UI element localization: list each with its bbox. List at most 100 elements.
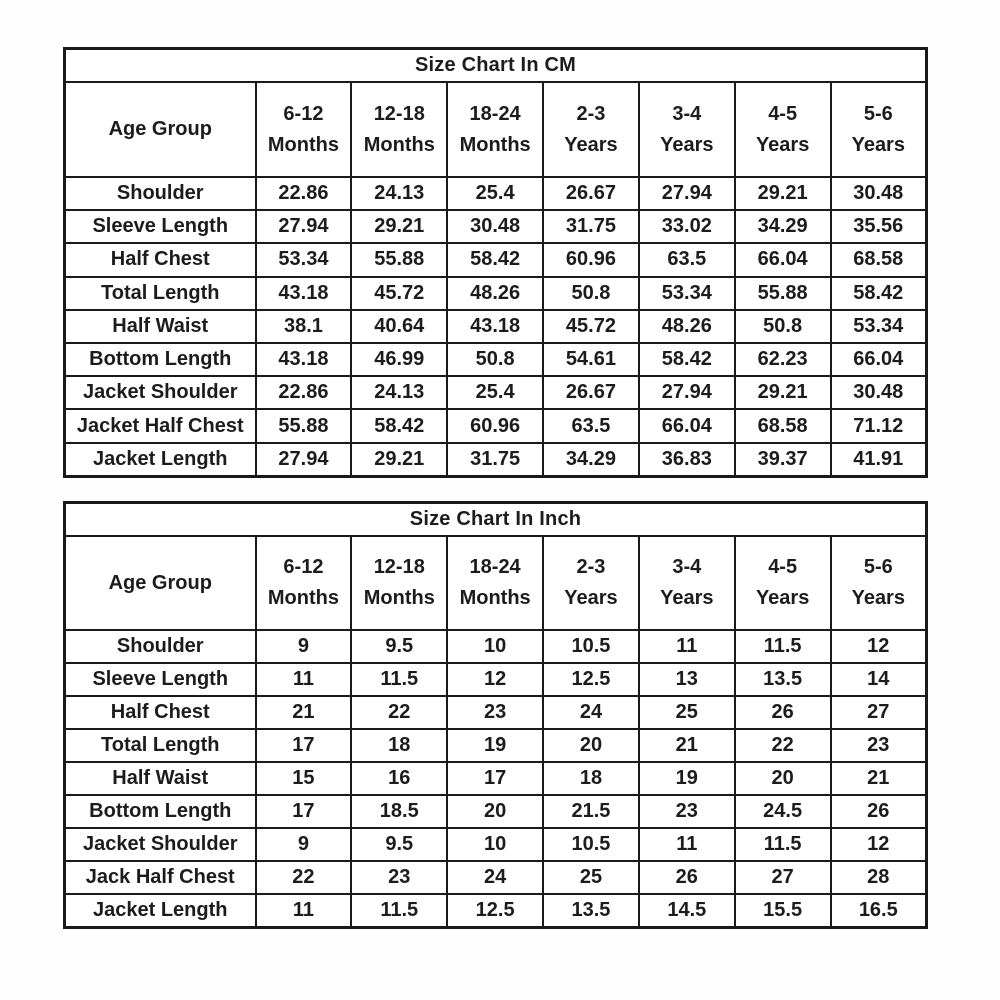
row-label: Bottom Length bbox=[63, 794, 257, 829]
column-header: 3-4 Years bbox=[637, 81, 736, 178]
size-value-cell: 9.5 bbox=[350, 629, 449, 664]
row-label: Half Waist bbox=[63, 761, 257, 796]
size-value-cell: 41.91 bbox=[829, 441, 928, 478]
size-value-cell: 60.96 bbox=[542, 242, 640, 278]
column-header-unit: Months bbox=[363, 133, 435, 156]
table-row: Jacket Length 11 11.5 12.5 13.5 14.5 15.5 16.5 bbox=[63, 893, 928, 929]
row-label: Total Length bbox=[63, 728, 257, 763]
size-value-cell: 45.72 bbox=[542, 308, 640, 344]
size-value-cell: 13.5 bbox=[542, 893, 640, 929]
size-value-cell: 62.23 bbox=[733, 341, 832, 378]
size-value-cell: 13 bbox=[637, 662, 736, 697]
row-label: Half Waist bbox=[63, 308, 257, 344]
size-value-cell: 26 bbox=[829, 794, 928, 829]
table-row: Half Waist 15 16 17 18 19 20 21 bbox=[63, 761, 928, 796]
table-row: Jacket Shoulder 22.86 24.13 25.4 26.67 27.94 2… bbox=[63, 375, 928, 411]
size-value-cell: 11 bbox=[637, 629, 736, 664]
age-group-header: Age Group bbox=[63, 535, 257, 631]
column-header-range: 4-5 bbox=[768, 556, 798, 578]
size-value-cell: 35.56 bbox=[829, 209, 928, 245]
column-header: 3-4 Years bbox=[637, 535, 736, 631]
column-header: 4-5 Years bbox=[733, 535, 832, 631]
size-value-cell: 38.1 bbox=[254, 308, 353, 344]
table-row: Jacket Length 27.94 29.21 31.75 34.29 36.83 39… bbox=[63, 441, 928, 478]
size-value-cell: 22.86 bbox=[254, 375, 353, 411]
size-value-cell: 29.21 bbox=[733, 375, 832, 411]
column-header-range: 3-4 bbox=[672, 556, 702, 578]
size-value-cell: 24 bbox=[446, 860, 545, 895]
column-header-range: 2-3 bbox=[576, 102, 606, 125]
size-value-cell: 63.5 bbox=[542, 408, 640, 444]
size-value-cell: 60.96 bbox=[446, 408, 545, 444]
size-value-cell: 53.34 bbox=[637, 275, 736, 311]
size-value-cell: 20 bbox=[542, 728, 640, 763]
size-value-cell: 14.5 bbox=[637, 893, 736, 929]
row-label: Half Chest bbox=[63, 242, 257, 278]
row-label: Jacket Length bbox=[63, 441, 257, 478]
size-value-cell: 9 bbox=[254, 827, 353, 862]
size-value-cell: 17 bbox=[446, 761, 545, 796]
size-value-cell: 26.67 bbox=[542, 175, 640, 212]
size-value-cell: 50.8 bbox=[446, 341, 545, 378]
table-row: Jacket Half Chest 55.88 58.42 60.96 63.5 66.0… bbox=[63, 408, 928, 444]
size-value-cell: 11.5 bbox=[733, 629, 832, 664]
column-header-range: 5-6 bbox=[863, 556, 893, 578]
size-value-cell: 22.86 bbox=[254, 175, 353, 212]
size-value-cell: 15.5 bbox=[733, 893, 832, 929]
size-value-cell: 45.72 bbox=[350, 275, 449, 311]
size-chart-inch-table: Size Chart In Inch Age Group 6-12 Months 12-… bbox=[63, 501, 928, 929]
size-value-cell: 58.42 bbox=[350, 408, 449, 444]
size-value-cell: 25.4 bbox=[446, 375, 545, 411]
size-value-cell: 25.4 bbox=[446, 175, 545, 212]
size-value-cell: 71.12 bbox=[829, 408, 928, 444]
size-value-cell: 23 bbox=[350, 860, 449, 895]
row-label: Jack Half Chest bbox=[63, 860, 257, 895]
column-header-unit: Years bbox=[564, 133, 618, 156]
table-row: Sleeve Length 27.94 29.21 30.48 31.75 33.02 34… bbox=[63, 209, 928, 245]
size-value-cell: 63.5 bbox=[637, 242, 736, 278]
size-value-cell: 66.04 bbox=[733, 242, 832, 278]
column-header: 6-12 Months bbox=[254, 81, 353, 178]
table-row: Shoulder 9 9.5 10 10.5 11 11.5 12 bbox=[63, 629, 928, 664]
size-value-cell: 16 bbox=[350, 761, 449, 796]
size-value-cell: 27.94 bbox=[637, 175, 736, 212]
size-value-cell: 29.21 bbox=[350, 441, 449, 478]
size-value-cell: 30.48 bbox=[829, 375, 928, 411]
row-label: Jacket Shoulder bbox=[63, 375, 257, 411]
column-header: 12-18 Months bbox=[350, 81, 449, 178]
size-value-cell: 25 bbox=[542, 860, 640, 895]
size-value-cell: 21 bbox=[637, 728, 736, 763]
row-label: Total Length bbox=[63, 275, 257, 311]
size-value-cell: 54.61 bbox=[542, 341, 640, 378]
table-row: Half Waist 38.1 40.64 43.18 45.72 48.26 50.8 53… bbox=[63, 308, 928, 344]
size-value-cell: 18 bbox=[350, 728, 449, 763]
size-value-cell: 13.5 bbox=[733, 662, 832, 697]
age-group-header: Age Group bbox=[63, 81, 257, 178]
size-value-cell: 11 bbox=[254, 893, 353, 929]
column-header-range: 5-6 bbox=[863, 102, 893, 125]
size-value-cell: 26 bbox=[733, 695, 832, 730]
column-header-unit: Months bbox=[267, 133, 339, 156]
size-value-cell: 23 bbox=[829, 728, 928, 763]
size-value-cell: 66.04 bbox=[829, 341, 928, 378]
row-label: Shoulder bbox=[63, 175, 257, 212]
table-title: Size Chart In CM bbox=[63, 47, 928, 84]
table-header-row: Age Group 6-12 Months 12-18 Months 18-24 Month… bbox=[63, 535, 928, 631]
size-value-cell: 53.34 bbox=[254, 242, 353, 278]
size-value-cell: 12.5 bbox=[542, 662, 640, 697]
column-header-unit: Years bbox=[755, 587, 810, 609]
table-row: Total Length 17 18 19 20 21 22 23 bbox=[63, 728, 928, 763]
row-label: Bottom Length bbox=[63, 341, 257, 378]
size-value-cell: 34.29 bbox=[542, 441, 640, 478]
size-value-cell: 12 bbox=[829, 827, 928, 862]
row-label: Shoulder bbox=[63, 629, 257, 664]
column-header: 12-18 Months bbox=[350, 535, 449, 631]
size-value-cell: 12 bbox=[446, 662, 545, 697]
size-value-cell: 58.42 bbox=[829, 275, 928, 311]
table-row: Half Chest 21 22 23 24 25 26 27 bbox=[63, 695, 928, 730]
size-value-cell: 19 bbox=[637, 761, 736, 796]
size-value-cell: 28 bbox=[829, 860, 928, 895]
size-value-cell: 11.5 bbox=[350, 662, 449, 697]
size-value-cell: 12 bbox=[829, 629, 928, 664]
